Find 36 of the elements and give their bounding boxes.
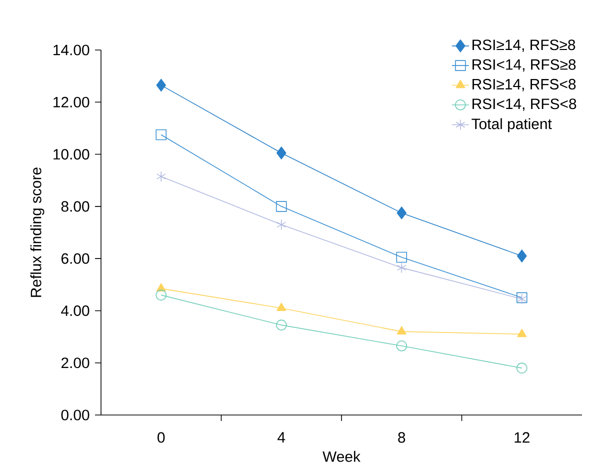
y-tick-label: 6.00 [62,253,90,264]
point [396,206,407,220]
point [396,252,408,263]
point [276,201,287,212]
y-tick-label: 4.00 [61,305,90,316]
legend-label: RSI<14, RFS<8 [472,98,576,111]
point [276,302,286,312]
point [396,262,406,274]
point [396,326,406,334]
legend-label: RSI≥14, RFS<8 [472,78,576,92]
y-tick-label: 2.00 [61,358,90,368]
x-tick-label: 4 [278,432,286,442]
point [276,219,286,230]
x-tick-label: 8 [398,432,406,443]
point [156,78,166,92]
point [276,146,286,160]
y-tick-label: 0.00 [61,410,90,420]
y-axis-title: Reflux finding score [30,168,44,297]
y-tick-label: 10.00 [54,148,90,160]
legend-label: RSI≥14, RFS≥8 [472,40,576,52]
point [276,320,287,330]
x-tick-label: 12 [514,432,530,443]
point [517,328,527,338]
point [156,290,167,300]
x-axis-title: Week [322,450,360,462]
y-tick-label: 12.00 [54,96,90,108]
point [156,129,167,140]
legend-label: RSI<14, RFS≥8 [472,59,576,72]
point [516,250,527,262]
point [156,171,166,182]
legend-label: Total patient [472,118,552,132]
point [516,362,528,374]
y-tick-label: 14.00 [54,44,90,56]
point [396,340,408,352]
x-tick-label: 0 [158,432,165,443]
y-tick-label: 8.00 [61,201,90,212]
